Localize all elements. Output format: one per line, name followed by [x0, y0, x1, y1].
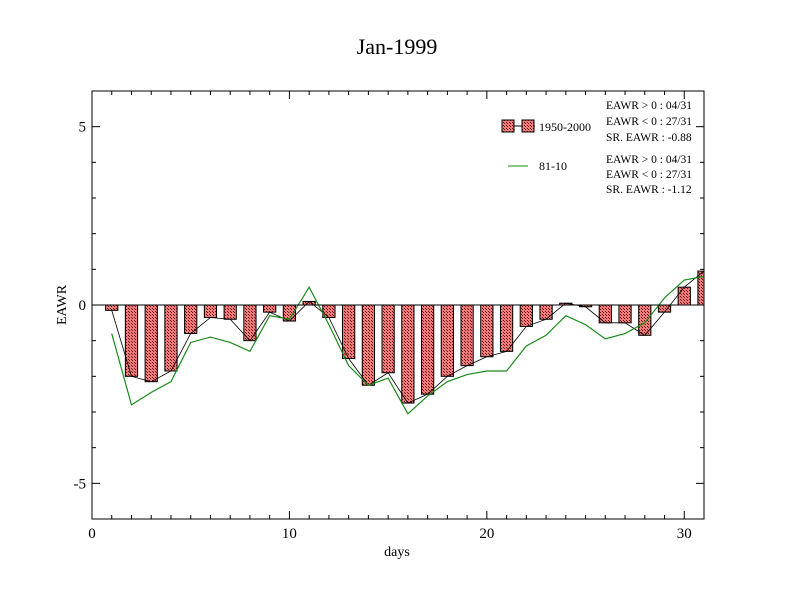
legend: 1950-2000 81-10 EAWR > 0 : 04/31 EAWR < …	[501, 100, 692, 196]
legend-bar-swatch-left	[501, 119, 515, 133]
bar-day-22	[519, 304, 533, 327]
line-series	[111, 275, 705, 415]
bar-day-3	[144, 304, 158, 383]
stat-bar-negative: EAWR < 0 : 27/31	[606, 116, 692, 128]
bar-day-4	[164, 304, 178, 372]
bar-day-2	[124, 304, 139, 377]
y-axis-label: EAWR	[55, 284, 70, 325]
bar-day-5	[184, 304, 198, 335]
bar-day-21	[499, 304, 514, 352]
axes: 0 10 20 30 5 0 -5	[74, 90, 705, 542]
bar-day-8	[243, 304, 257, 342]
bar-day-18	[440, 304, 454, 377]
bar-day-7	[223, 304, 237, 320]
bar-series	[105, 270, 705, 404]
bar-day-9	[263, 304, 277, 313]
x-tick-label: 20	[479, 526, 494, 542]
stat-bar-sr: SR. EAWR : -0.88	[606, 132, 692, 144]
bar-day-27	[618, 304, 632, 324]
stat-line-sr: SR. EAWR : -1.12	[606, 184, 692, 196]
stat-line-positive: EAWR > 0 : 04/31	[606, 154, 692, 166]
bar-day-26	[598, 304, 612, 324]
bar-day-15	[381, 304, 395, 374]
chart-title: Jan-1999	[357, 34, 438, 59]
bar-day-19	[460, 304, 474, 367]
bar-day-29	[657, 304, 672, 313]
y-tick-label: -5	[74, 476, 87, 492]
x-tick-label: 0	[88, 526, 96, 542]
legend-line-label: 81-10	[539, 159, 567, 173]
legend-bar-swatch-right	[521, 119, 535, 133]
bar-day-16	[401, 304, 415, 404]
bar-day-30	[677, 286, 691, 306]
bar-day-23	[539, 304, 553, 320]
series-line-81-10	[111, 275, 705, 415]
x-tick-label: 30	[677, 526, 692, 542]
bar-day-1	[105, 304, 119, 311]
bar-day-14	[361, 304, 376, 386]
legend-bar-label: 1950-2000	[539, 120, 591, 134]
bar-day-6	[203, 304, 218, 318]
stat-line-negative: EAWR < 0 : 27/31	[606, 169, 692, 181]
y-tick-label: 0	[79, 298, 87, 314]
x-axis-label: days	[384, 545, 410, 560]
y-tick-label: 5	[79, 120, 87, 136]
stat-bar-positive: EAWR > 0 : 04/31	[606, 100, 692, 112]
bar-day-20	[480, 304, 494, 358]
bar-day-17	[420, 304, 435, 395]
x-tick-label: 10	[282, 526, 297, 542]
bar-tip-line	[111, 270, 705, 404]
